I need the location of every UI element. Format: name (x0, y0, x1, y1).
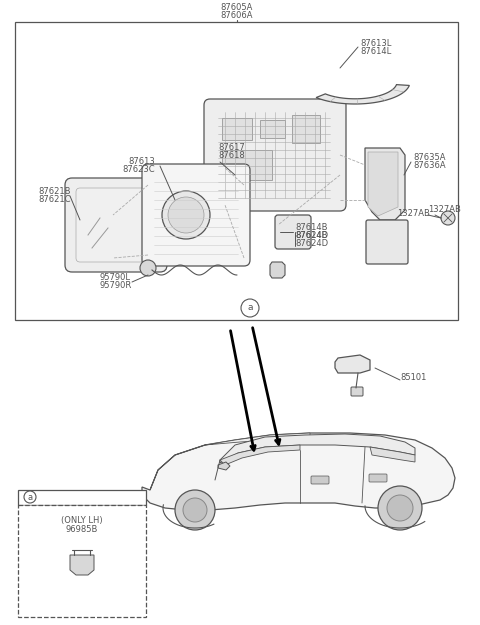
Bar (260, 120, 285, 138)
Circle shape (441, 211, 455, 225)
Circle shape (241, 299, 259, 317)
Circle shape (175, 490, 215, 530)
Text: 87613L: 87613L (360, 39, 391, 48)
Text: 87621C: 87621C (38, 196, 71, 204)
Circle shape (378, 486, 422, 530)
Text: 87624D: 87624D (295, 239, 328, 248)
Text: 87606A: 87606A (221, 11, 253, 19)
Circle shape (168, 197, 204, 233)
Text: 87624D: 87624D (295, 231, 328, 241)
FancyBboxPatch shape (142, 164, 250, 266)
Circle shape (140, 260, 156, 276)
Bar (15, 22, 458, 320)
FancyBboxPatch shape (351, 387, 363, 396)
Bar (292, 115, 320, 143)
Text: 95790L: 95790L (100, 274, 131, 282)
Text: 87605A: 87605A (221, 4, 253, 12)
Text: 85101: 85101 (400, 374, 426, 382)
Text: 87636A: 87636A (413, 161, 445, 171)
Text: 87618: 87618 (218, 151, 245, 161)
Polygon shape (370, 447, 415, 462)
Circle shape (162, 191, 210, 239)
Circle shape (183, 498, 207, 522)
Text: 87623C: 87623C (122, 166, 155, 174)
FancyBboxPatch shape (65, 178, 167, 272)
Polygon shape (220, 445, 300, 465)
FancyBboxPatch shape (366, 220, 408, 264)
Circle shape (24, 491, 36, 503)
Text: 96985B: 96985B (66, 526, 98, 534)
Circle shape (238, 191, 246, 199)
FancyBboxPatch shape (275, 215, 311, 249)
Polygon shape (218, 462, 230, 470)
Text: 87613: 87613 (128, 158, 155, 166)
Text: (ONLY LH): (ONLY LH) (61, 516, 103, 524)
Text: 87614B: 87614B (295, 224, 327, 232)
Text: 87621B: 87621B (38, 188, 71, 196)
Circle shape (387, 495, 413, 521)
Polygon shape (335, 355, 370, 373)
Text: a: a (247, 304, 253, 312)
Text: a: a (27, 492, 33, 501)
Polygon shape (365, 148, 405, 220)
Polygon shape (150, 433, 310, 490)
Text: 87614B: 87614B (295, 231, 327, 239)
FancyBboxPatch shape (204, 99, 346, 211)
Polygon shape (70, 555, 94, 575)
Bar (18, 490, 146, 505)
Polygon shape (316, 84, 409, 104)
Text: 87617: 87617 (218, 144, 245, 152)
Text: 87614L: 87614L (360, 46, 391, 56)
Text: 1327AB: 1327AB (397, 209, 430, 217)
Bar (222, 118, 252, 140)
Bar (222, 150, 272, 180)
Text: 1327AB: 1327AB (428, 206, 461, 214)
Text: 87635A: 87635A (413, 154, 445, 162)
Bar (18, 505, 146, 617)
Polygon shape (142, 433, 455, 510)
FancyBboxPatch shape (311, 476, 329, 484)
Polygon shape (220, 434, 415, 463)
FancyBboxPatch shape (369, 474, 387, 482)
Text: 95790R: 95790R (100, 281, 132, 291)
FancyBboxPatch shape (76, 188, 156, 262)
Polygon shape (368, 152, 398, 216)
Polygon shape (270, 262, 285, 278)
